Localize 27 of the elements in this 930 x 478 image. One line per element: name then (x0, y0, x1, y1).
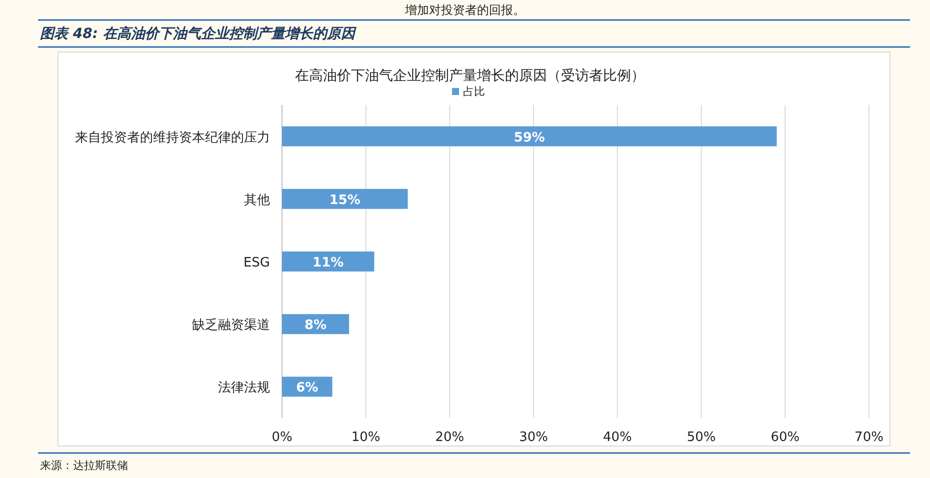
data-label: 15% (329, 192, 360, 208)
y-tick-label: 来自投资者的维持资本纪律的压力 (75, 130, 270, 146)
bar (282, 188, 408, 209)
data-label: 6% (296, 380, 318, 396)
x-tick-label: 60% (770, 430, 800, 445)
bar (282, 314, 350, 334)
data-label: 11% (312, 256, 344, 270)
bar (282, 126, 777, 146)
chart-subtitle: 图表 48: 在高油价下油气企业控制产量增长的原因 (40, 25, 357, 42)
x-tick-label: 40% (602, 430, 632, 445)
x-tick-label: 0% (272, 430, 292, 445)
y-tick-label: 其他 (244, 192, 270, 208)
x-tick-label: 30% (519, 430, 548, 445)
x-tick-label: 10% (351, 430, 380, 445)
data-label: 59% (514, 130, 545, 146)
x-tick-label: 20% (435, 430, 464, 445)
bar (282, 252, 374, 272)
legend-label: 占比 (463, 85, 485, 98)
data-label: 8% (304, 318, 327, 334)
y-tick-label: 缺乏融资渠道 (192, 318, 270, 334)
text: 增加对投资者的回报。 (404, 3, 525, 17)
chart-title: 在高油价下油气企业控制产量增长的原因（受访者比例） (295, 68, 645, 84)
y-tick-label: 法律法规 (218, 380, 270, 396)
y-tick-label: ESG (243, 256, 270, 270)
x-tick-label: 50% (686, 430, 716, 445)
source-note: 来源：达拉斯联储 (40, 459, 128, 472)
x-tick-label: 70% (854, 430, 884, 445)
